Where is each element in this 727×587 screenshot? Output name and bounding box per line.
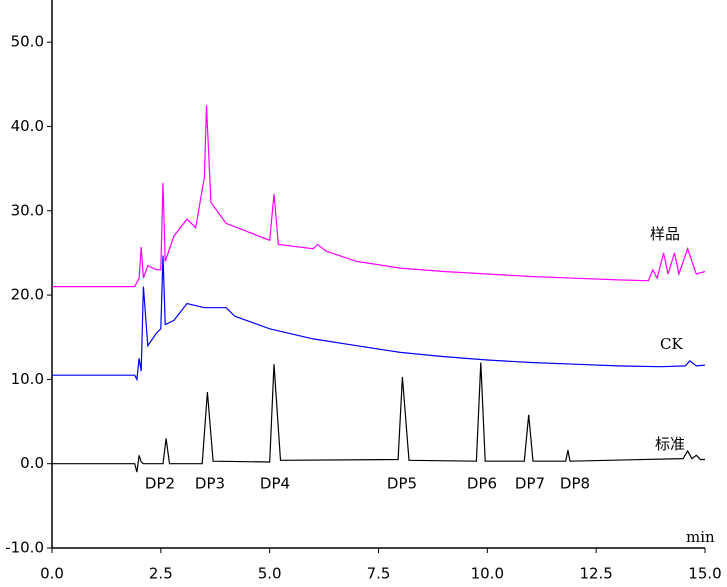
x-tick-label: 0.0 — [40, 565, 64, 583]
peak-label: DP8 — [560, 475, 590, 493]
x-tick-label: 15.0 — [688, 565, 721, 583]
peak-label: DP2 — [145, 475, 175, 493]
y-tick-label: 0.0 — [20, 454, 44, 472]
x-axis-label: min — [686, 528, 715, 546]
x-tick-label: 10.0 — [471, 565, 504, 583]
series-line — [52, 255, 706, 382]
y-tick-label: 40.0 — [11, 117, 44, 135]
y-tick-label: 50.0 — [11, 33, 44, 51]
series-line — [52, 362, 705, 473]
x-tick-label: 7.5 — [367, 565, 391, 583]
peak-label: DP6 — [467, 475, 497, 493]
y-tick-label: -10.0 — [5, 539, 44, 557]
series-line — [52, 105, 706, 288]
peak-label: DP3 — [195, 475, 225, 493]
y-tick-label: 20.0 — [11, 286, 44, 304]
peak-label: DP4 — [260, 475, 290, 493]
series-label: CK — [660, 335, 683, 353]
y-tick-label: 10.0 — [11, 370, 44, 388]
peak-label: DP5 — [387, 475, 417, 493]
y-tick-label: 30.0 — [11, 201, 44, 219]
x-tick-label: 5.0 — [258, 565, 282, 583]
x-tick-label: 2.5 — [149, 565, 173, 583]
series-label: 样品 — [650, 225, 680, 243]
x-tick-label: 12.5 — [579, 565, 612, 583]
series-label: 标准 — [655, 435, 685, 453]
peak-label: DP7 — [515, 475, 545, 493]
